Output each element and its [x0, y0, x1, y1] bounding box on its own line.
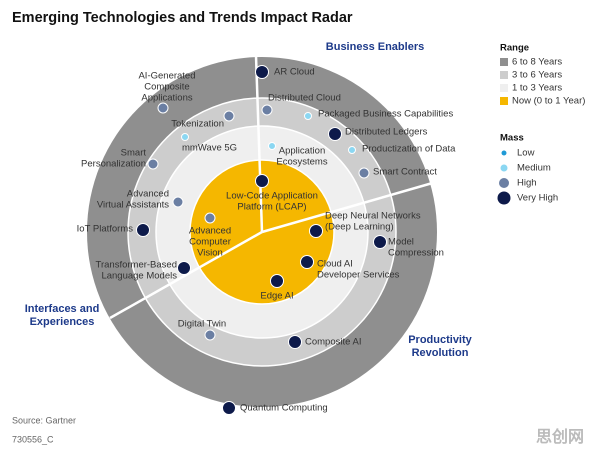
node-label: Advanced — [189, 226, 231, 237]
node-label: Deep Neural Networks — [325, 211, 421, 222]
divider — [254, 55, 264, 233]
node-label: Composite AI — [305, 337, 362, 348]
node-label: Edge AI — [260, 291, 293, 302]
legend-swatch — [500, 84, 508, 92]
node-label: Advanced — [127, 189, 169, 200]
legend-label: Very High — [517, 193, 558, 204]
node-dot — [328, 127, 342, 141]
node-dot — [222, 401, 236, 415]
node-label: Application — [279, 146, 325, 157]
source: Source: Gartner — [12, 415, 76, 425]
divider — [261, 180, 437, 234]
node-label: Personalization — [81, 159, 146, 170]
node-dot — [181, 133, 189, 141]
node-label: Distributed Cloud — [268, 93, 341, 104]
node-dot — [270, 274, 284, 288]
node-label: Developer Services — [317, 270, 400, 281]
node-label: Packaged Business Capabilities — [318, 109, 453, 120]
node-label: IoT Platforms — [77, 224, 134, 235]
node-label: AR Cloud — [274, 67, 315, 78]
node-dot — [348, 146, 356, 154]
section-label: Business Enablers — [326, 41, 424, 53]
node-label: Language Models — [101, 271, 177, 282]
node-label: Smart — [121, 148, 147, 159]
legend-swatch — [500, 71, 508, 79]
legend-label: Medium — [517, 163, 551, 174]
section-label: Productivity — [408, 334, 472, 346]
node-label: Distributed Ledgers — [345, 127, 428, 138]
node-label: Virtual Assistants — [97, 200, 169, 211]
watermark: 思创网 — [536, 427, 584, 446]
node-label: Digital Twin — [178, 319, 226, 330]
node-label: mmWave 5G — [182, 143, 237, 154]
legend-label: 3 to 6 Years — [512, 70, 562, 81]
node-dot — [147, 158, 159, 170]
legend-title: Mass — [500, 133, 524, 144]
legend-swatch — [500, 97, 508, 105]
node-dot — [358, 167, 370, 179]
node-dot — [288, 335, 302, 349]
node-dot — [204, 212, 216, 224]
legend-dot — [499, 178, 509, 188]
legend-dot — [497, 191, 511, 205]
node-dot — [255, 65, 269, 79]
node-dot — [300, 255, 314, 269]
legend-title: Range — [500, 43, 529, 54]
node-dot — [177, 261, 191, 275]
section-label: Revolution — [412, 347, 469, 359]
node-label: Computer — [189, 237, 231, 248]
node-dot — [136, 223, 150, 237]
section-label: Experiences — [30, 316, 95, 328]
node-label: Vision — [197, 248, 223, 259]
node-label: Productization of Data — [362, 144, 456, 155]
node-label: Platform (LCAP) — [237, 202, 306, 213]
node-label: Applications — [141, 93, 192, 104]
node-label: Low-Code Application — [226, 191, 318, 202]
node-label: AI-Generated — [138, 71, 195, 82]
divider — [109, 230, 263, 320]
legend-swatch — [500, 58, 508, 66]
node-dot — [309, 224, 323, 238]
node-label: Model — [388, 237, 414, 248]
rings — [87, 55, 437, 407]
node-dot — [304, 112, 312, 120]
node-label: (Deep Learning) — [325, 222, 394, 233]
node-dot — [261, 104, 273, 116]
node-label: Ecosystems — [276, 157, 327, 168]
node-label: Quantum Computing — [240, 403, 328, 414]
title: Emerging Technologies and Trends Impact … — [12, 10, 353, 26]
legend-label: Low — [517, 148, 535, 159]
node-dot — [223, 110, 235, 122]
node-label: Transformer-Based — [96, 260, 177, 271]
doc-id: 730556_C — [12, 434, 54, 444]
legend-label: 6 to 8 Years — [512, 57, 562, 68]
node-dot — [157, 102, 169, 114]
node-dot — [255, 174, 269, 188]
node-label: Compression — [388, 248, 444, 259]
legend-label: Now (0 to 1 Year) — [512, 96, 585, 107]
node-label: Tokenization — [171, 119, 224, 130]
node-dot — [172, 196, 184, 208]
node-label: Cloud AI — [317, 259, 353, 270]
node-dot — [373, 235, 387, 249]
section-label: Interfaces and — [25, 303, 100, 315]
node-dot — [204, 329, 216, 341]
node-label: Smart Contract — [373, 167, 437, 178]
legend-label: 1 to 3 Years — [512, 83, 562, 94]
legend-dot — [501, 150, 507, 156]
legend-label: High — [517, 178, 537, 189]
node-label: Composite — [144, 82, 189, 93]
node-dot — [268, 142, 276, 150]
legend-dot — [500, 164, 508, 172]
